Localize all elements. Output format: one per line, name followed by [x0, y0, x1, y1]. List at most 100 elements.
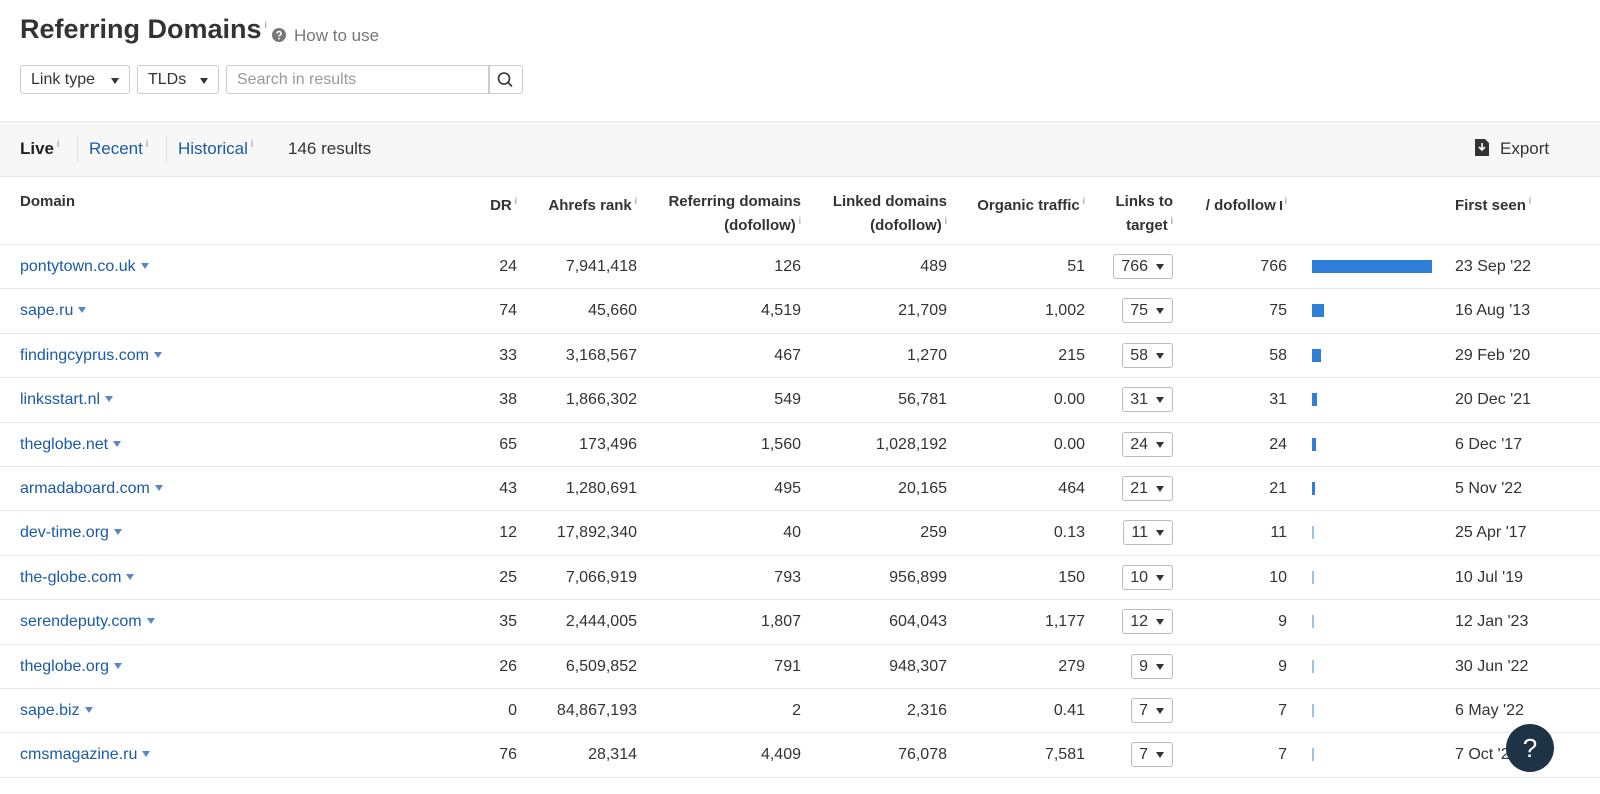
domain-link[interactable]: theglobe.net — [20, 435, 122, 455]
column-header[interactable]: Linked domains (dofollow) i — [817, 192, 947, 236]
filter-label: TLDs — [148, 71, 187, 88]
domain-link[interactable]: sape.ru — [20, 301, 87, 321]
cell-value: 33 — [499, 346, 517, 364]
domain-arrow — [153, 351, 162, 358]
cell-value: 10 Jul '19 — [1455, 568, 1523, 586]
column-header-text: Referring domains (dofollow) — [668, 193, 801, 234]
info-icon: i — [634, 196, 637, 207]
domain-arrow — [113, 440, 122, 447]
domain-link[interactable]: cmsmagazine.ru — [20, 745, 151, 765]
tab[interactable]: Historical i — [178, 139, 253, 159]
cell-value: 1,002 — [1044, 302, 1085, 320]
links-dropdown[interactable]: 75 — [1122, 298, 1173, 324]
cell-value: 6 May '22 — [1455, 702, 1524, 719]
search-button[interactable] — [488, 65, 523, 94]
column-header[interactable]: Domain — [20, 192, 220, 212]
search-input[interactable]: Search in results — [226, 65, 490, 94]
cell-value: 35 — [499, 613, 517, 631]
info-icon: i — [250, 139, 254, 151]
title: Referring Domains i — [20, 14, 267, 45]
domain-link[interactable]: serendeputy.com — [20, 612, 155, 632]
tlds-filter[interactable]: TLDs — [137, 65, 219, 94]
domain-arrow — [113, 529, 122, 536]
help-button[interactable]: ? — [1506, 724, 1554, 772]
column-header[interactable]: First seen i — [1455, 192, 1575, 216]
dropdown-arrow — [1156, 352, 1164, 359]
links-dropdown[interactable]: 7 — [1131, 698, 1173, 723]
column-header[interactable]: Ahrefs rank i — [527, 192, 637, 216]
filter-label: Link type — [31, 71, 96, 88]
cell-value: 1,280,691 — [565, 480, 637, 497]
dropdown-value: 7 — [1139, 702, 1148, 719]
dofollow-bar — [1312, 304, 1324, 318]
cell-value: 7 — [1278, 702, 1287, 719]
cell-value: 10 — [1269, 568, 1287, 586]
export-button[interactable]: Export — [1500, 139, 1550, 158]
links-dropdown[interactable]: 10 — [1122, 564, 1173, 590]
cell-value: 74 — [499, 302, 517, 320]
links-dropdown[interactable]: 58 — [1122, 342, 1173, 368]
cell-value: 84,867,193 — [556, 702, 637, 719]
links-dropdown[interactable]: 11 — [1123, 520, 1173, 546]
cell-value: 30 Jun '22 — [1455, 657, 1529, 675]
links-dropdown[interactable]: 21 — [1122, 476, 1173, 501]
column-header-text: Linked domains (dofollow) — [832, 193, 947, 234]
column-header[interactable]: / dofollow i — [1187, 192, 1287, 216]
cell-value: 259 — [920, 524, 947, 542]
info-icon: i — [1082, 196, 1085, 207]
links-dropdown[interactable]: 12 — [1122, 609, 1173, 635]
dofollow-bar — [1312, 348, 1322, 362]
cell-value: 20 Dec '21 — [1455, 391, 1531, 409]
cell-value: 467 — [774, 346, 801, 364]
cell-value: 21,709 — [898, 302, 947, 320]
dropdown-arrow — [1156, 308, 1164, 315]
domain-link[interactable]: dev-time.org — [20, 523, 122, 543]
links-dropdown[interactable]: 766 — [1113, 254, 1173, 279]
tab[interactable]: Live i — [20, 139, 59, 159]
help-icon — [272, 28, 286, 42]
domain-link[interactable]: sape.biz — [20, 701, 93, 721]
column-header-text: First seen — [1455, 197, 1526, 214]
domain-link[interactable]: theglobe.org — [20, 657, 122, 677]
domain-arrow — [126, 573, 135, 580]
info-icon: i — [264, 20, 267, 31]
table-row: sape.biz 0 84,867,193 2 2,316 0.41 7 7 6 May '22 — [0, 689, 1600, 734]
links-dropdown[interactable]: 7 — [1131, 742, 1173, 768]
cell-value: 793 — [774, 568, 801, 586]
tab-bar — [0, 121, 1600, 177]
link-type-filter[interactable]: Link type — [20, 65, 130, 94]
cell-value: 25 Apr '17 — [1455, 524, 1527, 542]
domain-link[interactable]: pontytown.co.uk — [20, 257, 149, 277]
cell-value: 23 Sep '22 — [1455, 258, 1532, 275]
how-to-use[interactable]: How to use — [294, 26, 380, 45]
column-header[interactable]: Links to target i — [1103, 192, 1173, 236]
column-header[interactable]: Organic traffic i — [955, 192, 1085, 216]
links-dropdown[interactable]: 9 — [1131, 653, 1173, 679]
domain-arrow — [142, 751, 151, 758]
domain-link[interactable]: linksstart.nl — [20, 390, 114, 410]
column-header[interactable]: Referring domains (dofollow) i — [651, 192, 801, 236]
dropdown-value: 10 — [1130, 568, 1148, 586]
cell-value: 215 — [1058, 346, 1085, 364]
domain-link[interactable]: the-globe.com — [20, 568, 135, 588]
dofollow-bar — [1312, 615, 1314, 629]
links-dropdown[interactable]: 31 — [1122, 387, 1173, 413]
dropdown-arrow — [1156, 619, 1164, 626]
domain-link[interactable]: findingcyprus.com — [20, 346, 162, 366]
info-icon: i — [145, 139, 149, 151]
cell-value: 31 — [1269, 391, 1287, 409]
dropdown-arrow — [1156, 264, 1164, 270]
dropdown-arrow — [1156, 530, 1164, 537]
cell-value: 38 — [499, 391, 517, 409]
tab-label: Live — [20, 139, 55, 158]
cell-value: 1,807 — [760, 613, 801, 631]
info-icon: i — [1528, 196, 1532, 207]
table-row: cmsmagazine.ru 76 28,314 4,409 76,078 7,581 7 7… — [0, 733, 1600, 778]
domain-link[interactable]: armadaboard.com — [20, 479, 163, 499]
column-header[interactable]: DR i — [457, 192, 517, 216]
cell-value: 40 — [783, 524, 801, 542]
tab[interactable]: Recent i — [89, 139, 148, 159]
dofollow-bar — [1312, 748, 1314, 762]
dropdown-value: 9 — [1139, 657, 1148, 675]
links-dropdown[interactable]: 24 — [1122, 431, 1173, 457]
